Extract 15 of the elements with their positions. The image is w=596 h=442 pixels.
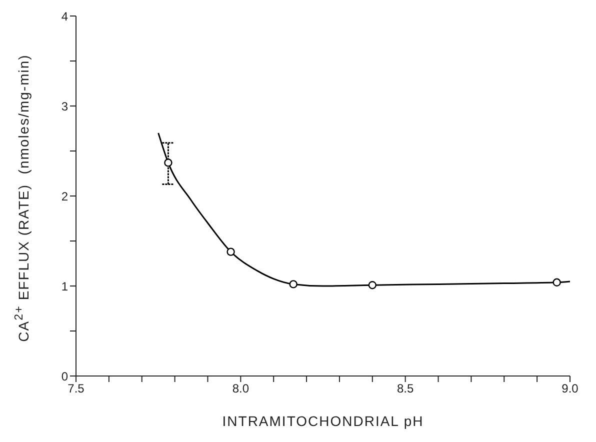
x-tick-label: 7.5 [68, 382, 85, 396]
point [289, 280, 298, 288]
point [368, 281, 376, 290]
y-tick-label: 3 [61, 99, 68, 114]
x-axis-title: INTRAMITOCHONDRIAL pH [222, 413, 424, 429]
x-tick-label: 8.5 [396, 382, 414, 396]
x-tick-label: 9.0 [562, 382, 579, 396]
point [164, 158, 172, 167]
y-tick-label: 4 [61, 9, 68, 24]
y-tick-label: 1 [61, 279, 68, 294]
y-tick-label: 2 [61, 189, 68, 204]
point [552, 278, 561, 286]
y-tick-label: 0 [61, 369, 68, 384]
point [226, 248, 235, 256]
x-tick-label: 8.0 [232, 382, 250, 396]
